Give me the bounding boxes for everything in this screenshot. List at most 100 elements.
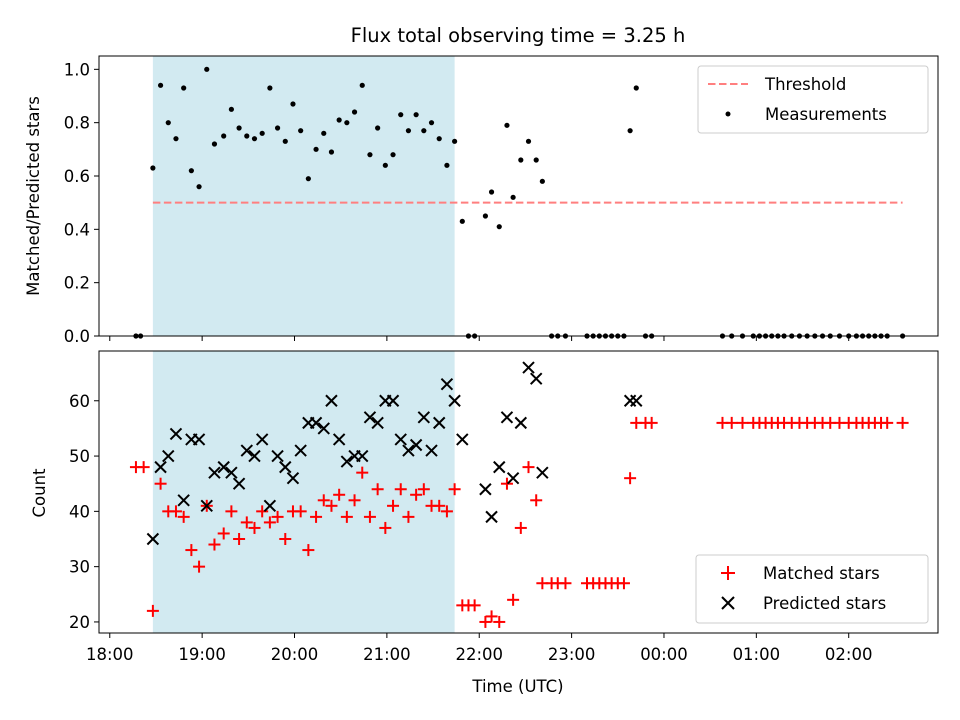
predicted-star-point — [536, 466, 549, 479]
measurement-point — [196, 184, 202, 190]
measurement-point — [382, 162, 388, 168]
matched-star-point — [348, 494, 361, 507]
measurement-point — [244, 133, 250, 139]
matched-star-point — [325, 499, 338, 512]
x-tick-label: 22:00 — [455, 645, 503, 664]
measurement-point — [525, 138, 532, 144]
matched-star-point — [433, 499, 446, 512]
matched-star-point — [417, 483, 430, 496]
predicted-star-point — [309, 416, 323, 430]
legend-measurements-label: Measurements — [765, 105, 887, 124]
matched-star-point — [310, 510, 323, 523]
matched-star-point — [402, 510, 415, 523]
matched-star-point — [896, 416, 909, 429]
predicted-star-point — [217, 460, 230, 474]
top-y-tick-label: 0.6 — [64, 167, 90, 186]
predicted-star-point — [232, 477, 246, 490]
predicted-star-point — [225, 466, 238, 479]
top-y-tick-label: 1.0 — [64, 60, 90, 79]
measurement-point — [351, 109, 358, 115]
matched-star-point — [317, 494, 330, 507]
measurement-point — [504, 122, 510, 128]
matched-star-point — [333, 488, 346, 501]
top-legend: Threshold Measurements — [697, 65, 929, 134]
bottom-plot-frame — [98, 350, 939, 634]
x-tick-label: 02:00 — [825, 645, 873, 664]
predicted-star-point — [630, 394, 643, 407]
top-panel: Flux total observing time = 3.25 h 0.00.… — [24, 24, 939, 346]
measurement-point — [413, 112, 419, 118]
measurement-point — [150, 165, 156, 171]
predicted-star-point — [371, 416, 384, 430]
predicted-star-point — [286, 471, 300, 485]
matched-star-point — [154, 477, 167, 490]
measurement-point — [428, 120, 435, 126]
predicted-star-point — [456, 433, 469, 446]
measurement-point — [510, 194, 516, 200]
predicted-stars-series — [146, 361, 643, 546]
matched-star-point — [725, 416, 738, 429]
predicted-star-point — [440, 377, 454, 391]
top-x-axis — [109, 336, 850, 341]
measurement-point — [533, 157, 539, 163]
predicted-star-point — [514, 416, 528, 430]
predicted-star-point — [317, 422, 330, 435]
measurement-point — [274, 125, 281, 131]
measurement-point — [539, 178, 545, 184]
bottom-shaded-interval — [152, 351, 455, 633]
bottom-y-tick-label: 60 — [69, 392, 90, 411]
matched-star-point — [271, 510, 284, 523]
measurement-point — [518, 157, 524, 163]
x-tick-label: 19:00 — [178, 645, 226, 664]
x-tick-label: 20:00 — [271, 645, 319, 664]
measurement-point — [173, 136, 179, 142]
predicted-star-point — [402, 444, 415, 457]
measurement-point — [282, 138, 288, 144]
measurement-point — [165, 120, 171, 126]
bottom-y-tick-label: 40 — [69, 502, 90, 521]
measurement-point — [482, 213, 489, 219]
predicted-star-point — [386, 394, 400, 407]
matched-star-point — [410, 488, 423, 501]
matched-star-point — [233, 533, 246, 545]
matched-star-point — [146, 604, 159, 617]
matched-star-point — [294, 505, 307, 518]
matched-star-point — [507, 593, 520, 606]
predicted-star-point — [522, 361, 535, 374]
matched-star-point — [479, 615, 492, 628]
measurement-point — [452, 138, 458, 144]
measurement-point — [436, 136, 442, 142]
predicted-star-point — [500, 411, 514, 424]
matched-star-point — [363, 510, 376, 523]
x-tick-label: 01:00 — [733, 645, 781, 664]
matched-star-point — [302, 544, 315, 557]
predicted-star-point — [493, 460, 506, 474]
matched-star-point — [736, 416, 749, 429]
bottom-panel: 20 30 40 50 60 18:00 19:00 20:00 21:00 22:00 23:0… — [30, 350, 939, 696]
x-tick-label: 21:00 — [363, 645, 411, 664]
measurement-point — [259, 130, 265, 136]
bottom-y-tick-label: 50 — [69, 447, 90, 466]
top-y-tick-label: 0.0 — [64, 327, 90, 346]
measurement-point — [228, 106, 234, 112]
top-plot-frame — [98, 55, 939, 337]
bottom-y-axis-label: Count — [30, 468, 49, 518]
x-tick-label: 23:00 — [548, 645, 596, 664]
measurement-point — [221, 133, 227, 139]
bottom-x-axis: 18:00 19:00 20:00 21:00 22:00 23:00 00:00 01:00… — [86, 633, 872, 664]
matched-star-point — [177, 510, 190, 523]
matched-star-point — [440, 505, 453, 518]
predicted-star-point — [394, 433, 407, 446]
bottom-y-tick-label: 30 — [69, 558, 90, 577]
predicted-star-point — [162, 449, 175, 463]
matched-star-point — [500, 477, 513, 490]
matched-star-point — [208, 538, 221, 551]
matched-star-point — [645, 416, 658, 429]
predicted-star-point — [417, 411, 431, 424]
matched-star-point — [185, 544, 198, 557]
matched-star-point — [394, 483, 407, 496]
matched-star-point — [225, 505, 238, 518]
predicted-star-point — [506, 471, 520, 485]
predicted-star-point — [192, 433, 206, 446]
